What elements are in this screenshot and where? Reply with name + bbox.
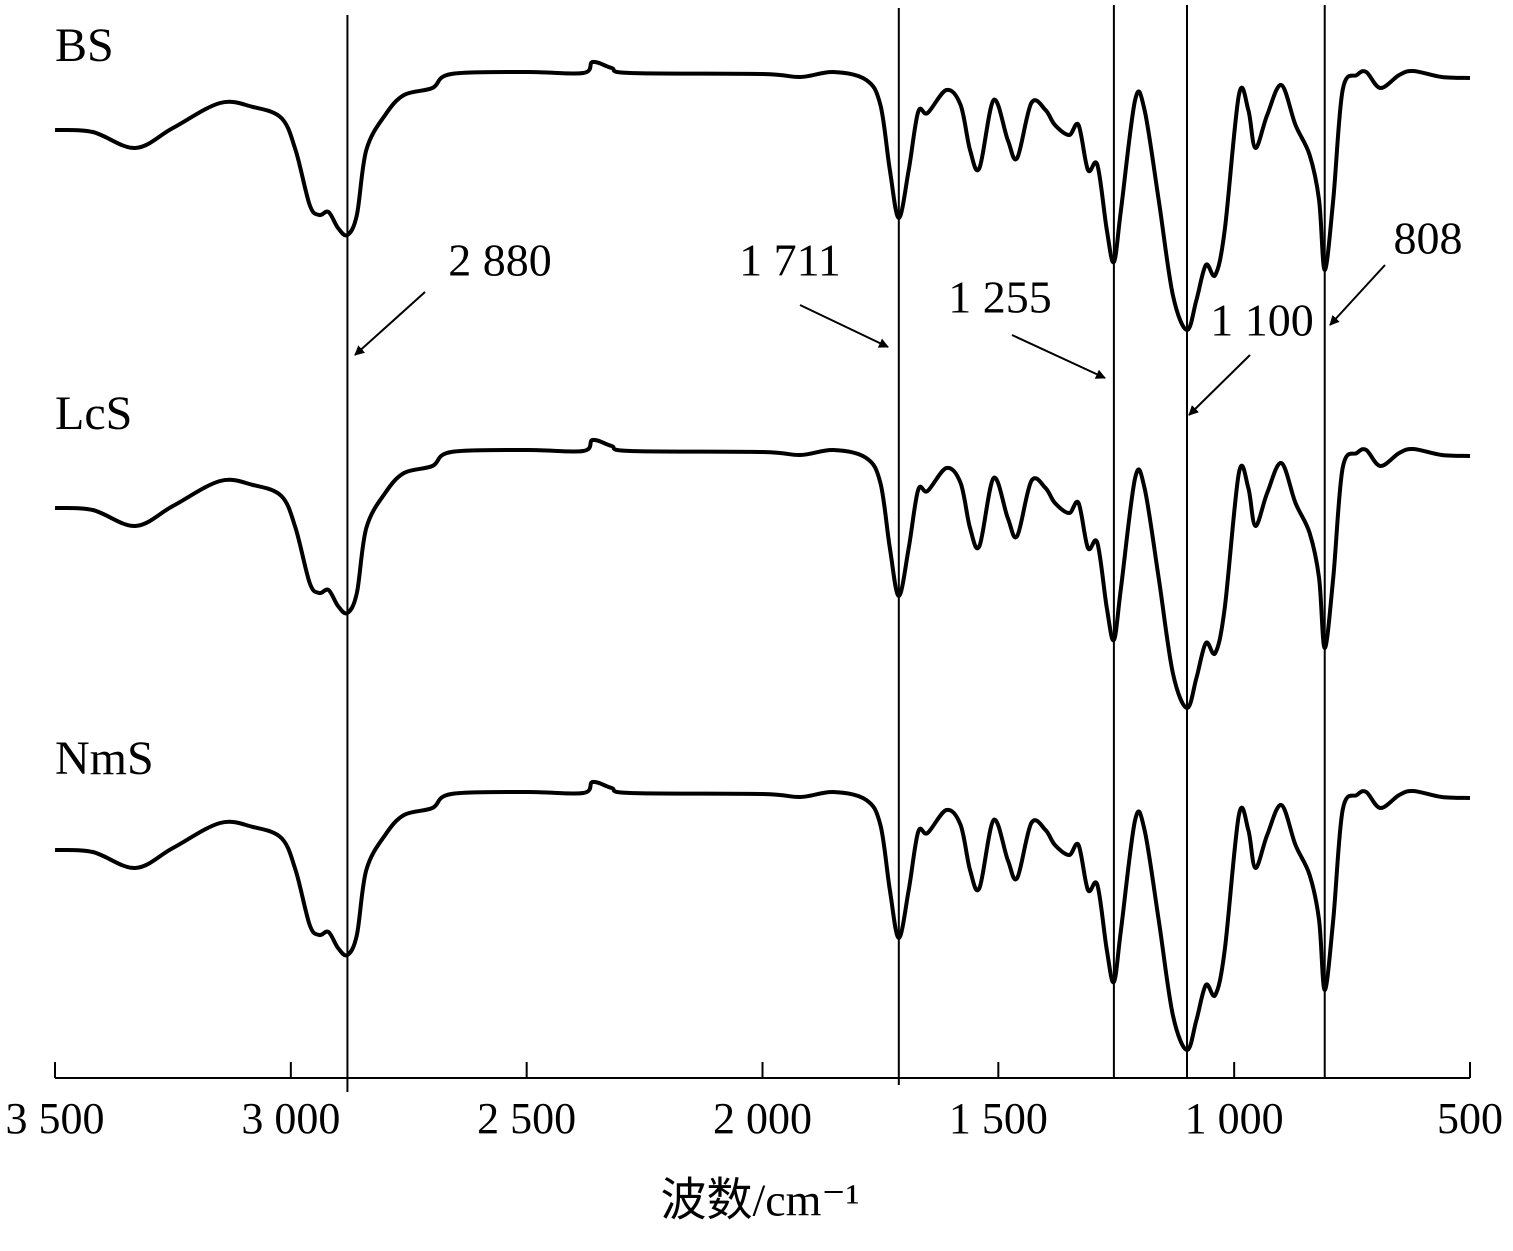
annotation-arrow <box>799 304 889 348</box>
annotation-arrow <box>1188 354 1251 416</box>
x-tick-label: 3 500 <box>6 1094 105 1143</box>
series-label: BS <box>55 19 114 72</box>
x-tick-label: 3 000 <box>241 1094 340 1143</box>
spectrum-line <box>54 779 1471 1052</box>
annotation-label: 1 255 <box>948 272 1052 323</box>
annotation-label: 1 711 <box>739 235 841 286</box>
x-tick-label: 2 000 <box>713 1094 812 1143</box>
series-label: NmS <box>55 732 154 785</box>
spectrum-line <box>54 59 1471 332</box>
annotation-arrow <box>1329 264 1386 326</box>
annotation-label: 2 880 <box>448 235 552 286</box>
x-tick-label: 1 500 <box>949 1094 1048 1143</box>
annotation-arrow <box>1011 334 1106 379</box>
x-tick-label: 500 <box>1437 1094 1503 1143</box>
x-tick-label: 2 500 <box>477 1094 576 1143</box>
annotation-arrow <box>354 291 426 356</box>
annotation-label: 1 100 <box>1210 295 1314 346</box>
x-axis-label: 波数/cm⁻¹ <box>660 1175 859 1226</box>
series-label: LcS <box>55 387 132 440</box>
annotation-label: 808 <box>1394 213 1463 264</box>
spectrum-line <box>54 437 1471 710</box>
x-tick-label: 1 000 <box>1185 1094 1284 1143</box>
